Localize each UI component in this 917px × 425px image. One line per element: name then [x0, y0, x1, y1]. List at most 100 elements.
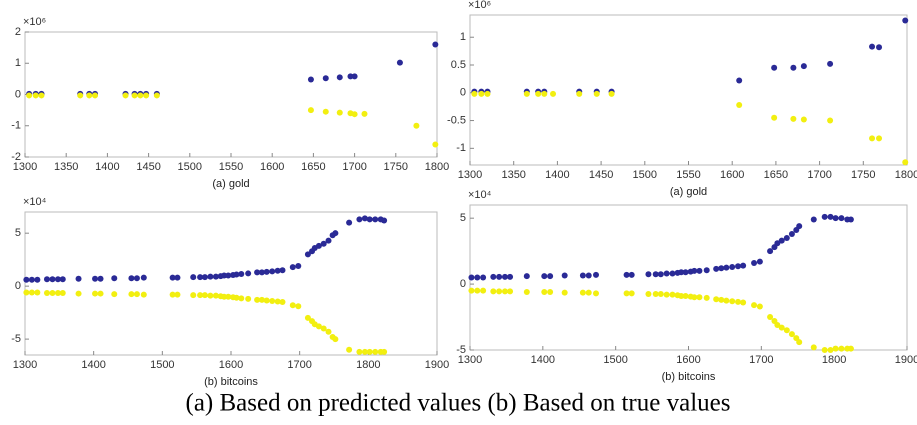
point — [778, 237, 785, 244]
point — [827, 347, 834, 353]
panel-caption: (b) bitcoins — [662, 371, 716, 383]
point — [97, 290, 104, 297]
point — [38, 92, 45, 99]
x-tick-label: 1400 — [81, 359, 105, 371]
point — [361, 110, 368, 117]
point — [59, 290, 66, 297]
point — [381, 348, 388, 355]
point — [137, 92, 144, 99]
point — [174, 291, 181, 298]
y-multiplier: ×10⁴ — [23, 196, 47, 208]
point — [372, 348, 379, 355]
point — [593, 90, 600, 97]
point — [767, 314, 774, 321]
point — [576, 90, 583, 97]
point — [480, 287, 487, 294]
axes-box — [24, 211, 438, 356]
x-tick-label: 1500 — [603, 354, 627, 366]
point — [23, 289, 30, 296]
x-tick-label: 1400 — [531, 354, 555, 366]
point — [396, 59, 403, 66]
x-tick-label: 1600 — [219, 359, 243, 371]
point — [258, 269, 265, 276]
point — [140, 274, 147, 281]
x-tick-label: 1800 — [356, 359, 380, 371]
y-tick-label: -5 — [456, 344, 466, 356]
point — [678, 292, 685, 299]
point — [628, 290, 635, 297]
point — [579, 272, 586, 279]
point — [320, 240, 327, 247]
point — [669, 270, 676, 277]
point — [49, 290, 56, 297]
point — [783, 234, 790, 241]
point — [561, 289, 568, 296]
point — [190, 274, 197, 281]
point — [736, 77, 743, 84]
point — [474, 274, 481, 281]
point — [153, 92, 160, 99]
point — [258, 296, 265, 303]
x-tick-label: 1700 — [807, 169, 831, 181]
point — [332, 336, 339, 343]
y-tick-label: 0 — [15, 280, 21, 292]
x-tick-label: 1400 — [95, 161, 119, 173]
y-tick-label: -2 — [11, 151, 21, 163]
point — [608, 90, 615, 97]
point — [523, 273, 530, 280]
point — [847, 216, 854, 223]
x-tick-label: 1300 — [13, 161, 37, 173]
point — [471, 90, 478, 97]
point — [771, 114, 778, 121]
point — [133, 291, 140, 298]
point — [821, 347, 828, 353]
point — [43, 276, 50, 283]
x-tick-label: 1550 — [676, 169, 700, 181]
point — [902, 17, 909, 24]
point — [432, 41, 439, 48]
y-tick-label: -1 — [11, 120, 21, 132]
point — [735, 263, 742, 270]
point — [169, 274, 176, 281]
point — [523, 289, 530, 295]
point — [774, 321, 781, 328]
point — [307, 76, 314, 83]
point — [212, 292, 219, 299]
axes-box — [469, 204, 908, 351]
point — [307, 107, 314, 114]
point — [263, 268, 270, 275]
point — [221, 293, 228, 300]
point — [645, 271, 652, 278]
x-tick-label: 1350 — [54, 161, 78, 173]
point — [663, 270, 670, 277]
point — [827, 117, 834, 124]
point — [729, 298, 736, 305]
y-tick-label: 5 — [460, 212, 466, 224]
point — [847, 345, 854, 352]
point — [691, 294, 698, 301]
point — [315, 323, 322, 330]
point — [131, 92, 138, 99]
point — [691, 267, 698, 274]
point — [225, 293, 232, 300]
point — [478, 90, 485, 97]
point — [876, 135, 883, 142]
point — [34, 276, 41, 283]
point — [623, 271, 630, 278]
x-tick-label: 1600 — [260, 161, 284, 173]
y-tick-label: 1 — [15, 57, 21, 69]
y-tick-label: -0.5 — [447, 114, 466, 126]
panel-caption: (a) gold — [670, 186, 707, 198]
x-tick-label: 1800 — [822, 354, 846, 366]
point — [336, 74, 343, 81]
point — [593, 271, 600, 278]
point — [796, 339, 803, 346]
point — [827, 213, 834, 220]
point — [34, 289, 41, 296]
point — [28, 289, 35, 296]
y-tick-label: 5 — [15, 227, 21, 239]
point — [496, 288, 503, 295]
point — [547, 273, 554, 280]
point — [740, 262, 747, 269]
point — [207, 273, 214, 280]
